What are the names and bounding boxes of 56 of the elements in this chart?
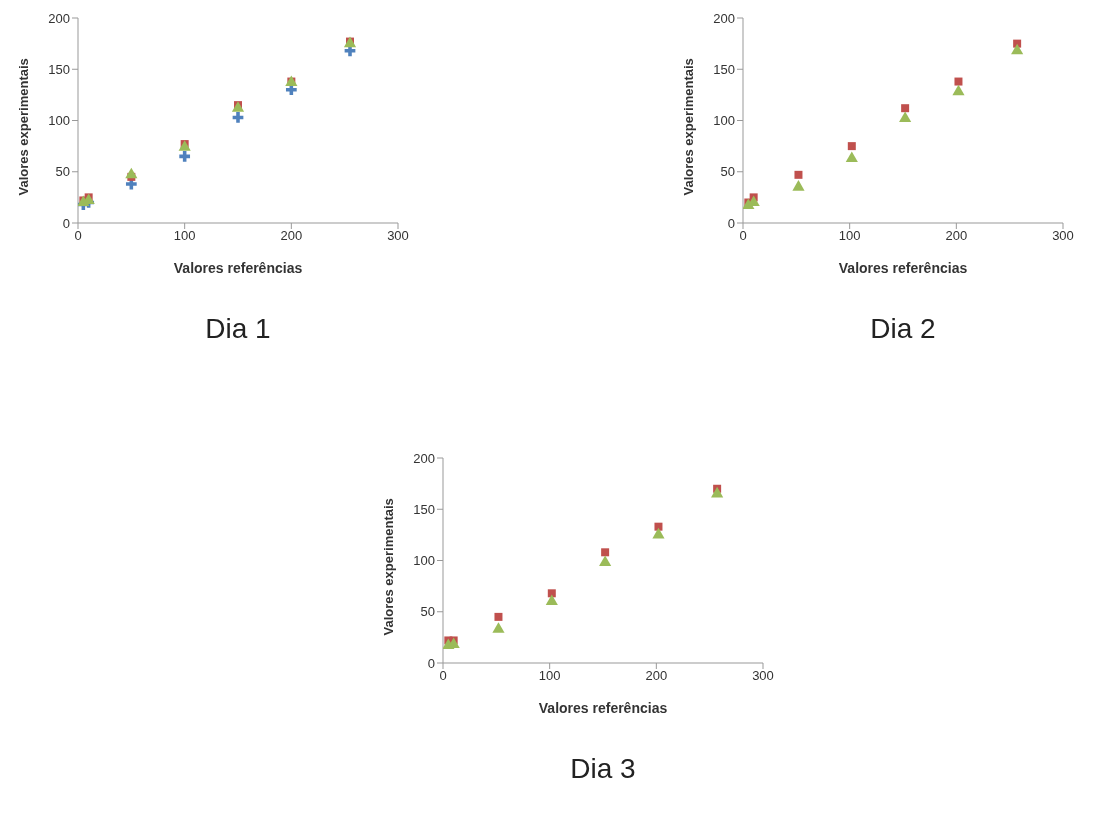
y-tick-label: 200 [713, 10, 735, 26]
point [794, 170, 803, 179]
point [654, 522, 663, 531]
x-tick-label: 200 [645, 668, 668, 684]
x-tick-label: 300 [752, 668, 774, 684]
x-tick-label: 100 [838, 228, 861, 244]
point [125, 167, 138, 179]
x-tick-label: 200 [945, 228, 968, 244]
point [845, 151, 858, 162]
y-tick-label: 100 [48, 113, 70, 129]
point [494, 612, 503, 621]
point [792, 180, 805, 191]
point [601, 548, 610, 557]
point [1011, 43, 1024, 55]
x-tick-label: 0 [74, 228, 82, 244]
y-tick-label: 50 [55, 164, 70, 180]
y-tick-label: 0 [427, 655, 435, 671]
y-tick-label: 0 [62, 215, 70, 231]
x-tick-label: 100 [173, 228, 196, 244]
text: Dia 2 [869, 313, 937, 345]
x-tick-label: 100 [538, 668, 561, 684]
point [492, 622, 505, 633]
y-tick-label: 50 [420, 604, 435, 620]
y-axis-title: Valores experimentais [380, 498, 396, 636]
y-axis-title: Valores experimentais [680, 58, 696, 196]
x-axis-title: Valores referências [838, 260, 968, 276]
x-axis-title: Valores referências [538, 700, 668, 716]
text: Dia 1 [204, 313, 272, 345]
point [545, 594, 558, 606]
x-tick-label: 0 [739, 228, 747, 244]
point [547, 589, 556, 598]
point [599, 555, 612, 567]
y-tick-label: 200 [413, 450, 435, 466]
y-tick-label: 100 [413, 553, 435, 569]
point [847, 142, 856, 151]
y-axis-title: Valores experimentais [15, 58, 31, 196]
x-tick-label: 300 [1052, 228, 1074, 244]
y-tick-label: 50 [720, 164, 735, 180]
x-tick-label: 0 [439, 668, 447, 684]
text: Dia 3 [569, 753, 637, 785]
point [232, 112, 244, 123]
point [952, 84, 965, 96]
x-tick-label: 300 [387, 228, 409, 244]
x-axis-title: Valores referências [173, 260, 303, 276]
point [901, 104, 910, 113]
point [954, 77, 963, 86]
point [711, 486, 724, 498]
y-tick-label: 0 [727, 215, 735, 231]
point [899, 111, 912, 122]
y-tick-label: 150 [713, 61, 735, 77]
y-tick-label: 150 [48, 61, 70, 77]
point [652, 527, 665, 539]
x-tick-label: 200 [280, 228, 303, 244]
y-tick-label: 100 [713, 113, 735, 129]
y-tick-label: 200 [48, 10, 70, 26]
y-tick-label: 150 [413, 501, 435, 517]
